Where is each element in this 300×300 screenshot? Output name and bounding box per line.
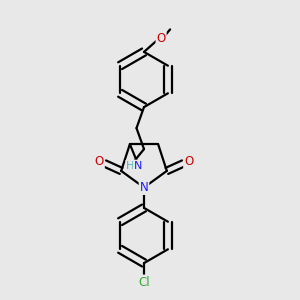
Text: H: H <box>126 160 135 171</box>
Text: Cl: Cl <box>138 275 150 289</box>
Text: O: O <box>184 155 194 168</box>
Text: N: N <box>134 160 142 171</box>
Text: O: O <box>94 155 104 168</box>
Text: N: N <box>140 181 148 194</box>
Text: O: O <box>157 32 166 45</box>
